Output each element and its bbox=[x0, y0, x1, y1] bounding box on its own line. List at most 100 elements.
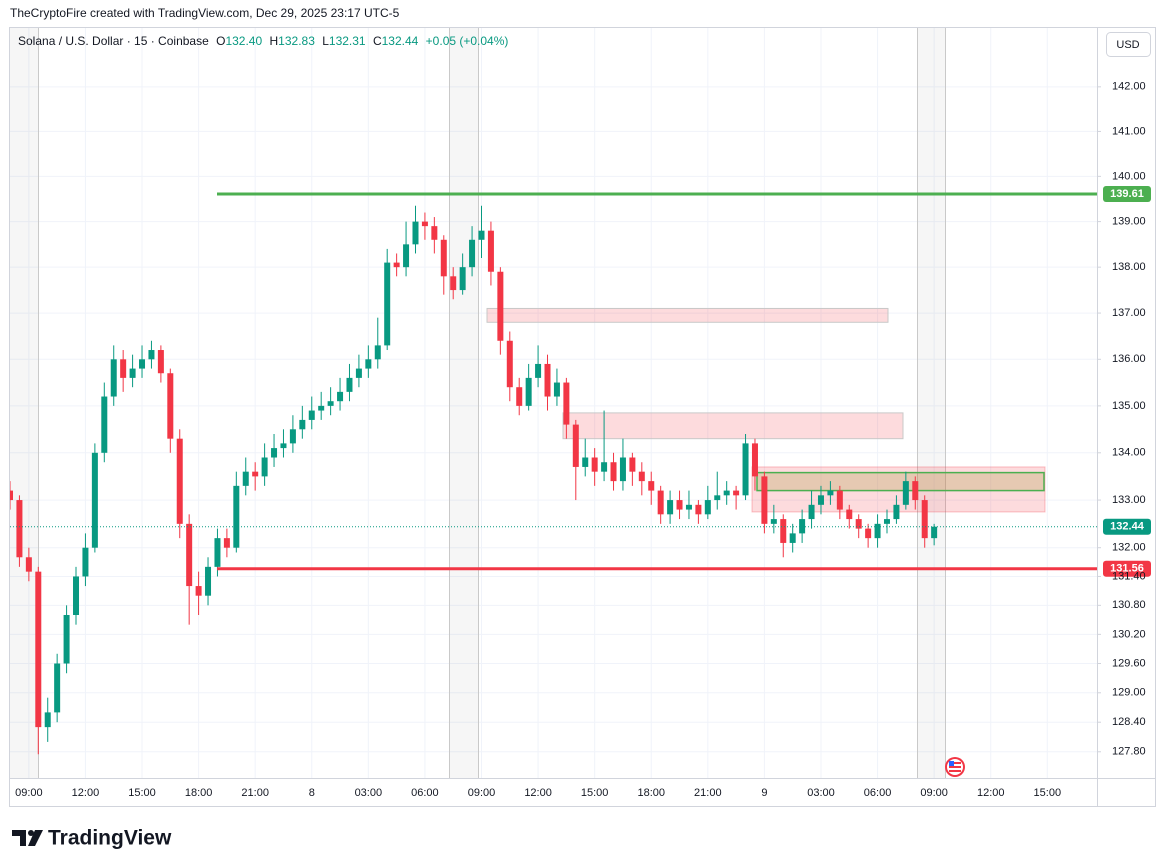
candle-body bbox=[10, 490, 13, 501]
y-tick-label: 127.80 bbox=[1112, 746, 1146, 758]
candle-body bbox=[412, 221, 419, 245]
candle-body bbox=[506, 340, 513, 388]
candle-body bbox=[299, 419, 306, 430]
x-tick-label: 15:00 bbox=[128, 787, 156, 799]
candle-body bbox=[54, 663, 61, 713]
candle-body bbox=[667, 500, 674, 515]
x-tick-label: 03:00 bbox=[807, 787, 835, 799]
y-tick-label: 128.40 bbox=[1112, 716, 1146, 728]
credit: TheCryptoFire created with TradingView.c… bbox=[10, 6, 400, 20]
candle-body bbox=[327, 401, 334, 406]
candle-body bbox=[431, 226, 438, 240]
x-tick-label: 09:00 bbox=[15, 787, 43, 799]
candle-body bbox=[393, 262, 400, 268]
x-tick-label: 12:00 bbox=[524, 787, 552, 799]
candle-body bbox=[544, 363, 551, 397]
candle-body bbox=[63, 614, 70, 664]
price-tag-label: 132.44 bbox=[1110, 521, 1145, 533]
candle-body bbox=[355, 368, 362, 378]
candle-body bbox=[563, 382, 570, 425]
candle-body bbox=[289, 429, 296, 444]
x-tick-label: 06:00 bbox=[864, 787, 892, 799]
zone bbox=[486, 307, 889, 323]
candle-body bbox=[195, 586, 202, 596]
candle-body bbox=[751, 443, 758, 477]
brand-logo: TradingView bbox=[12, 827, 172, 850]
zones bbox=[486, 307, 1046, 513]
y-tick-label: 141.00 bbox=[1112, 125, 1146, 137]
candle-body bbox=[223, 538, 230, 548]
axis-labels: 142.00 141.00 140.00 139.00 138.00 137.00 136.… bbox=[15, 81, 1146, 799]
price-tag bbox=[1103, 518, 1151, 535]
x-tick-label: 12:00 bbox=[977, 787, 1005, 799]
x-tick-label: 09:00 bbox=[920, 787, 948, 799]
candle-body bbox=[337, 391, 344, 402]
flag-stripe bbox=[949, 762, 961, 764]
candle-body bbox=[35, 571, 42, 728]
candle-body bbox=[610, 462, 617, 482]
currency-button[interactable] bbox=[1106, 32, 1151, 57]
logo-mark bbox=[12, 830, 26, 846]
flag-canton bbox=[949, 761, 954, 766]
legend: Solana / U.S. Dollar · 15 · Coinbase O13… bbox=[18, 34, 508, 48]
y-tick-label: 130.20 bbox=[1112, 628, 1146, 640]
logo-mark bbox=[28, 830, 43, 846]
ohlc-key: C bbox=[373, 34, 382, 48]
candle-body bbox=[676, 500, 683, 510]
levels: 132.44 139.61 131.56 bbox=[10, 185, 1151, 577]
x-tick-label: 09:00 bbox=[468, 787, 496, 799]
price-tag-label: 131.56 bbox=[1110, 563, 1144, 575]
price-tag-label: 139.61 bbox=[1110, 188, 1144, 200]
candle-body bbox=[176, 438, 183, 524]
candle-body bbox=[770, 519, 777, 524]
ohlc-value: 132.40 bbox=[225, 34, 262, 48]
candle-body bbox=[25, 557, 32, 572]
candle-body bbox=[780, 519, 787, 543]
candle-body bbox=[657, 490, 664, 515]
symbol-title: Solana / U.S. Dollar · 15 · Coinbase bbox=[18, 34, 209, 48]
ohlc-key: H bbox=[270, 34, 279, 48]
candle-body bbox=[365, 359, 372, 369]
session-band bbox=[10, 28, 38, 778]
y-tick-label: 138.00 bbox=[1112, 261, 1146, 273]
currency[interactable]: USD bbox=[1116, 39, 1139, 51]
ohlc-value: 132.31 bbox=[329, 34, 366, 48]
candle-body bbox=[346, 377, 353, 392]
session-band bbox=[917, 28, 945, 778]
candle-body bbox=[261, 457, 268, 477]
candle-body bbox=[808, 504, 815, 520]
x-tick-label: 18:00 bbox=[637, 787, 665, 799]
candle-body bbox=[846, 509, 853, 520]
candle-body bbox=[233, 485, 240, 548]
candle-body bbox=[450, 276, 457, 291]
x-tick-label: 15:00 bbox=[581, 787, 609, 799]
candle-body bbox=[836, 490, 843, 510]
change: +0.05 (+0.04%) bbox=[426, 34, 509, 48]
logo-dot bbox=[28, 830, 34, 836]
x-tick-label: 12:00 bbox=[72, 787, 100, 799]
candle-body bbox=[865, 528, 872, 539]
chart-frame bbox=[9, 27, 1156, 807]
y-tick-label: 130.80 bbox=[1112, 599, 1146, 611]
candle-body bbox=[704, 500, 711, 515]
y-tick-label: 140.00 bbox=[1112, 170, 1146, 182]
ohlc-value: 132.83 bbox=[278, 34, 315, 48]
candle-body bbox=[252, 471, 259, 477]
candle-body bbox=[619, 457, 626, 482]
session-bands bbox=[10, 28, 946, 778]
candle-body bbox=[912, 481, 919, 501]
y-tick-label: 129.60 bbox=[1112, 657, 1146, 669]
x-tick-label: 18:00 bbox=[185, 787, 213, 799]
candle-body bbox=[855, 519, 862, 529]
zone bbox=[751, 466, 1046, 513]
flag-stripe bbox=[949, 766, 961, 768]
candle-body bbox=[883, 519, 890, 524]
x-tick-label: 06:00 bbox=[411, 787, 439, 799]
candle-body bbox=[205, 566, 212, 596]
y-tick-label: 142.00 bbox=[1112, 81, 1146, 93]
y-tick-label: 139.00 bbox=[1112, 216, 1146, 228]
candle-body bbox=[459, 267, 466, 291]
candle-body bbox=[469, 239, 476, 268]
x-tick-label: 21:00 bbox=[694, 787, 722, 799]
